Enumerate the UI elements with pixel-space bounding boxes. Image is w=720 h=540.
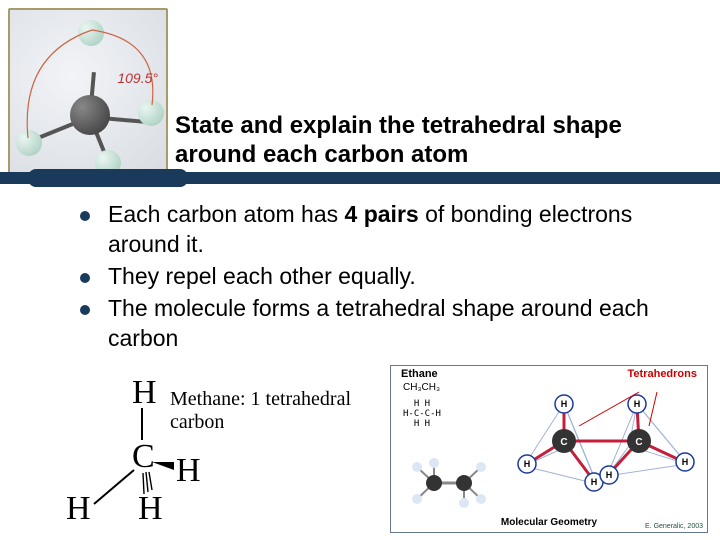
ethane-title: Ethane — [401, 368, 438, 380]
svg-text:H: H — [606, 470, 613, 480]
svg-text:H: H — [591, 477, 598, 487]
bullet-item: Each carbon atom has 4 pairs of bonding … — [80, 200, 700, 260]
bullet-text: Each carbon atom has — [108, 201, 345, 227]
svg-text:H: H — [682, 457, 689, 467]
ethane-tetrahedron-icon: HHH HHH CC — [509, 386, 699, 516]
bullet-item: The molecule forms a tetrahedral shape a… — [80, 294, 700, 354]
svg-text:H: H — [524, 459, 531, 469]
tetrahedral-thumbnail: 109.5° — [8, 8, 168, 178]
title-line-1: State and explain the tetrahedral shape — [175, 112, 705, 141]
svg-text:C: C — [635, 437, 642, 448]
svg-text:H: H — [561, 399, 568, 409]
bullet-item: They repel each other equally. — [80, 262, 700, 292]
bullet-dot-icon — [80, 305, 90, 315]
bullet-text: The molecule forms a tetrahedral shape a… — [108, 294, 700, 354]
methane-caption: Methane: 1 tetrahedral carbon — [170, 388, 370, 434]
bond-angle-label: 109.5° — [117, 70, 158, 86]
svg-text:H: H — [634, 399, 641, 409]
bullet-list: Each carbon atom has 4 pairs of bonding … — [80, 200, 700, 355]
bullet-dot-icon — [80, 273, 90, 283]
ethane-ball-stick-icon — [399, 455, 499, 510]
diagram-credit: E. Generalic, 2003 — [645, 523, 703, 530]
title-underline-bar — [0, 172, 720, 184]
title-line-2: around each carbon atom — [175, 141, 705, 170]
ethane-lewis-structure: H H H-C-C-H H H — [403, 400, 441, 430]
slide-title: State and explain the tetrahedral shape … — [175, 112, 705, 170]
tetrahedrons-label: Tetrahedrons — [628, 368, 697, 380]
bullet-bold: 4 pairs — [345, 201, 419, 227]
bullet-text: They repel each other equally. — [108, 262, 416, 292]
bullet-dot-icon — [80, 211, 90, 221]
svg-text:C: C — [560, 437, 567, 448]
ethane-geometry-diagram: Ethane Tetrahedrons CH₃CH₃ H H H-C-C-H H… — [390, 365, 708, 533]
